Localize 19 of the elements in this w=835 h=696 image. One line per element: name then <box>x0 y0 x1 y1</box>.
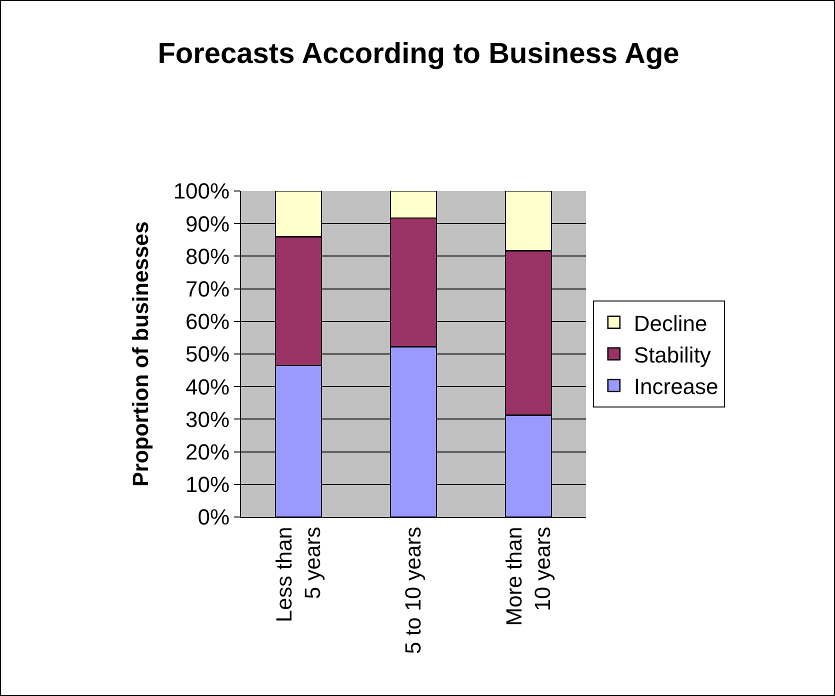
y-tick-label: 80% <box>186 244 230 269</box>
chart-title: Forecasts According to Business Age <box>158 38 680 70</box>
y-tick-label: 100% <box>173 178 230 204</box>
y-tick-label: 0% <box>198 504 230 530</box>
y-tick-label: 50% <box>186 342 230 367</box>
y-tick-label: 30% <box>186 406 230 432</box>
x-tick-label: Less than 5 years <box>271 526 325 622</box>
y-tick-label: 60% <box>186 309 230 334</box>
y-tick-label: 70% <box>186 276 230 302</box>
y-tick-label: 90% <box>186 211 230 236</box>
y-axis-title: Proportion of businesses <box>128 221 154 487</box>
legend-label: Decline <box>634 310 708 336</box>
y-tick-label: 40% <box>186 374 230 400</box>
legend-label: Increase <box>634 374 718 400</box>
legend-label: Stability <box>634 342 711 368</box>
x-tick-label: 5 to 10 years <box>400 526 426 654</box>
y-tick-label: 20% <box>186 440 230 464</box>
y-tick-label: 10% <box>186 472 230 498</box>
x-tick-label: More than 10 years <box>501 526 555 626</box>
